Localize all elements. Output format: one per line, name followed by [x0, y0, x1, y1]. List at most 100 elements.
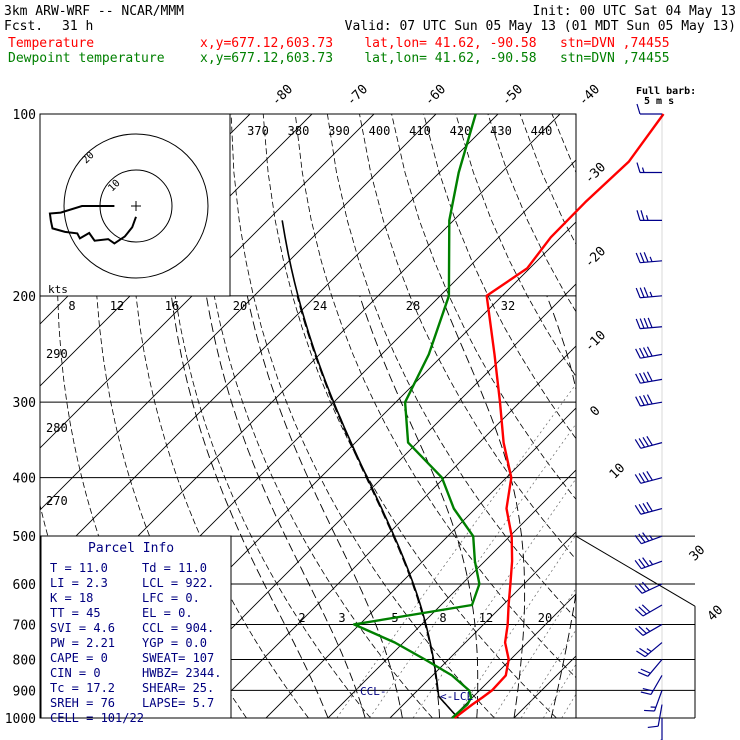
barb-flag — [646, 471, 653, 481]
barb-half-flag — [649, 560, 654, 565]
parcel-info-value: LFC = 0. — [142, 591, 200, 605]
parcel-info-value: CELL = 101/22 — [50, 711, 144, 725]
parcel-info-value: PW = 2.21 — [50, 636, 115, 650]
wind-barb — [636, 642, 663, 658]
mixing-ratio-label: 12 — [110, 299, 124, 313]
temperature-trace — [453, 113, 665, 719]
mixing-ratio-line — [336, 383, 576, 718]
mixing-ratio-label: 3 — [338, 611, 345, 625]
wind-barb — [634, 501, 663, 515]
barb-staff — [642, 604, 663, 617]
parcel-info-value: CCL = 904. — [142, 621, 214, 635]
dry-adiabat-line — [262, 114, 557, 718]
mixing-ratio-label: 2 — [298, 611, 305, 625]
isotherm-line — [141, 283, 576, 718]
dewpoint-location: x,y=677.12,603.73 lat,lon= 41.62, -90.58… — [200, 51, 670, 66]
barb-flag — [641, 604, 651, 613]
isotherm-label: -70 — [344, 82, 371, 109]
parcel-path — [281, 220, 459, 719]
plot-frame — [39, 113, 577, 719]
pressure-tick-label: 800 — [13, 653, 36, 668]
parcel-info-value: LI = 2.3 — [50, 576, 108, 590]
barb-flag — [639, 372, 645, 383]
barb-flag — [640, 210, 645, 221]
parcel-info-value: TT = 45 — [50, 606, 101, 620]
ccl-marker: CCL- — [360, 685, 387, 698]
forecast-hour: 31 h — [62, 19, 94, 34]
pressure-tick-label: 900 — [13, 684, 36, 699]
pressure-tick-label: 1000 — [5, 712, 36, 727]
theta-e-label: 440 — [531, 124, 553, 138]
barb-flag — [639, 395, 645, 406]
barb-staff — [650, 675, 663, 695]
wind-barb — [647, 704, 663, 729]
parcel-info-value: Td = 11.0 — [142, 561, 207, 575]
valid-time: Valid: 07 UTC Sun 05 May 13 (01 MDT Sun … — [344, 19, 736, 34]
isotherm-line — [40, 114, 375, 449]
parcel-info-panel — [40, 535, 232, 719]
isotherm-line — [638, 114, 740, 718]
barb-flag — [643, 318, 649, 329]
barb-flag — [641, 581, 650, 591]
barb-flag — [638, 473, 646, 483]
frame-bevel — [575, 535, 696, 607]
pressure-tick-label: 200 — [13, 290, 36, 305]
mixing-ratio-label: 8 — [68, 299, 75, 313]
mixing-ratio-line — [591, 296, 740, 718]
isotherm-line — [451, 593, 576, 718]
parcel-info-value: LCL = 922. — [142, 576, 214, 590]
barb-flag — [639, 318, 645, 329]
barb-flag — [635, 287, 641, 298]
wind-barb — [635, 317, 663, 330]
barb-flag — [638, 606, 647, 615]
hodograph-panel — [39, 113, 231, 297]
wind-barb — [635, 252, 663, 264]
dry-adiabat-line — [294, 114, 576, 679]
barb-flag — [635, 318, 641, 329]
wind-barb — [635, 287, 663, 299]
mixing-ratio-label: 24 — [313, 299, 327, 313]
theta-e-label: 380 — [288, 124, 310, 138]
barb-flag — [638, 438, 646, 448]
barb-flag — [635, 373, 641, 384]
parcel-info-value: SVI = 4.6 — [50, 621, 115, 635]
mixing-ratio-label: 20 — [233, 299, 247, 313]
dry-adiabat-line — [230, 114, 495, 718]
barb-flag — [635, 348, 641, 359]
barb-flag — [642, 502, 649, 513]
isotherm-label: -40 — [576, 82, 603, 109]
barb-flag — [636, 162, 641, 173]
isotherm-line — [700, 114, 740, 718]
barb-flag — [642, 472, 649, 482]
barb-flag — [634, 608, 644, 617]
wind-barb — [634, 623, 663, 636]
init-time: Init: 00 UTC Sat 04 May 13 — [532, 4, 737, 19]
wind-barb — [636, 103, 662, 115]
barb-flag — [642, 347, 649, 358]
barb-half-flag — [646, 648, 652, 653]
barb-flag — [634, 474, 642, 484]
theta-e-label: 370 — [247, 124, 269, 138]
dry-adiabat-line — [165, 114, 371, 718]
barb-legend-units: 5 m s — [644, 96, 675, 107]
barb-flag — [634, 627, 644, 636]
barb-half-flag — [649, 291, 653, 297]
barb-half-flag — [649, 535, 654, 540]
barb-flag — [640, 691, 652, 696]
mixing-ratio-line — [454, 534, 576, 718]
hodograph-units-label: kts — [48, 283, 68, 296]
theta-e-label: 400 — [369, 124, 391, 138]
barb-flag — [647, 317, 653, 328]
isotherm-label: 30 — [687, 543, 709, 565]
barb-staff — [657, 704, 663, 727]
model-title: 3km ARW-WRF -- NCAR/MMM — [4, 4, 185, 19]
mixing-ratio-label: 28 — [406, 299, 420, 313]
parcel-info-value: YGP = 0.0 — [142, 636, 207, 650]
barb-flag — [634, 439, 642, 449]
forecast-label: Fcst. — [4, 19, 44, 34]
barb-flag — [635, 396, 641, 407]
barb-flag — [638, 504, 646, 514]
pressure-tick-label: 600 — [13, 578, 36, 593]
parcel-info-title: Parcel Info — [88, 541, 174, 556]
barb-flag — [634, 505, 642, 515]
